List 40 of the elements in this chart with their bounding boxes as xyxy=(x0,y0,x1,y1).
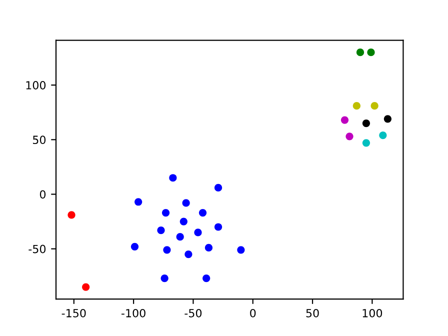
point xyxy=(384,115,392,123)
point xyxy=(237,246,245,254)
point xyxy=(202,274,210,282)
point xyxy=(214,184,222,192)
y-tick-label: 50 xyxy=(32,136,46,144)
point xyxy=(346,132,354,140)
point xyxy=(194,228,202,236)
point xyxy=(362,139,370,147)
point xyxy=(204,244,213,252)
point xyxy=(160,274,168,282)
x-tick-label: 100 xyxy=(362,308,382,318)
point xyxy=(162,208,170,217)
point xyxy=(214,223,222,231)
point xyxy=(362,119,370,128)
y-tick-label: -50 xyxy=(28,244,46,254)
point xyxy=(157,226,165,234)
point xyxy=(82,283,90,291)
y-tick-label: 100 xyxy=(26,81,46,90)
point xyxy=(169,174,177,182)
point xyxy=(370,102,378,110)
point xyxy=(68,211,76,219)
y-tick-label: 0 xyxy=(40,190,46,199)
point xyxy=(176,233,184,241)
point xyxy=(134,198,142,206)
point xyxy=(184,250,192,258)
point xyxy=(182,199,190,207)
x-tick-label: -50 xyxy=(184,308,202,318)
point xyxy=(367,48,375,56)
point xyxy=(130,242,139,250)
x-tick-label: 50 xyxy=(306,308,319,318)
point xyxy=(356,48,364,56)
x-tick-label: 0 xyxy=(250,308,256,318)
x-tick-label: -100 xyxy=(121,308,146,318)
point xyxy=(379,131,387,140)
point xyxy=(198,208,207,217)
point xyxy=(340,116,349,124)
point xyxy=(352,102,360,110)
point xyxy=(180,218,188,226)
point xyxy=(163,246,171,254)
x-tick-label: -150 xyxy=(62,308,86,318)
